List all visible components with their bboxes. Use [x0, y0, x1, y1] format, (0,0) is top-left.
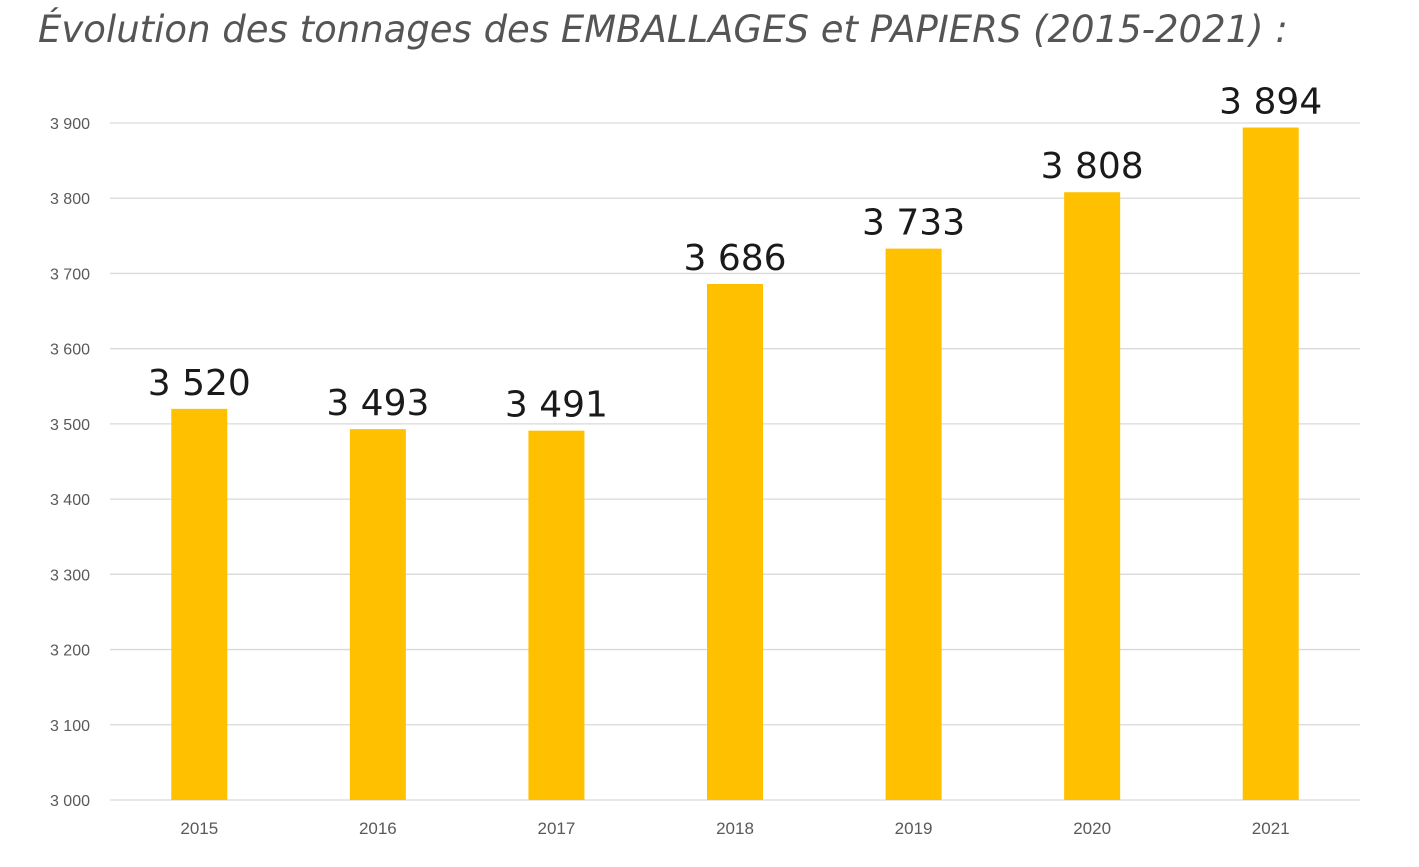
- y-tick-label: 3 800: [50, 191, 90, 208]
- y-tick-label: 3 900: [50, 116, 90, 133]
- data-label-2016: 3 493: [326, 383, 429, 424]
- data-label-2019: 3 733: [862, 203, 965, 244]
- y-tick-label: 3 200: [50, 643, 90, 660]
- y-tick-label: 3 000: [50, 793, 90, 810]
- x-axis-ticks: 2015 2016 2017 2018 2019 2020 2021: [180, 819, 1289, 838]
- data-labels: 3 520 3 493 3 491 3 686 3 733 3 808 3 894: [148, 82, 1322, 426]
- x-tick-label: 2017: [538, 819, 576, 838]
- x-tick-label: 2020: [1073, 819, 1111, 838]
- data-label-2021: 3 894: [1219, 82, 1322, 123]
- x-tick-label: 2021: [1252, 819, 1290, 838]
- y-tick-label: 3 400: [50, 492, 90, 509]
- x-tick-label: 2018: [716, 819, 754, 838]
- y-tick-label: 3 100: [50, 718, 90, 735]
- y-tick-label: 3 500: [50, 417, 90, 434]
- bar-2021: [1242, 127, 1299, 801]
- x-tick-label: 2016: [359, 819, 397, 838]
- y-tick-label: 3 600: [50, 342, 90, 359]
- bar-2020: [1064, 192, 1121, 800]
- data-label-2020: 3 808: [1041, 146, 1144, 187]
- bar-2015: [171, 408, 228, 800]
- bar-2016: [349, 429, 406, 800]
- x-tick-label: 2019: [895, 819, 933, 838]
- bar-2017: [528, 430, 585, 800]
- bars: [171, 127, 1299, 801]
- bar-2019: [885, 248, 942, 801]
- y-tick-label: 3 700: [50, 266, 90, 283]
- y-tick-label: 3 300: [50, 567, 90, 584]
- x-tick-label: 2015: [180, 819, 218, 838]
- data-label-2017: 3 491: [505, 385, 608, 426]
- chart-title: Évolution des tonnages des EMBALLAGES et…: [38, 8, 1288, 51]
- y-axis-ticks: 3 000 3 100 3 200 3 300 3 400 3 500 3 600 3 700…: [50, 116, 90, 810]
- data-label-2018: 3 686: [683, 238, 786, 279]
- bar-2018: [707, 283, 763, 800]
- data-label-2015: 3 520: [148, 363, 251, 404]
